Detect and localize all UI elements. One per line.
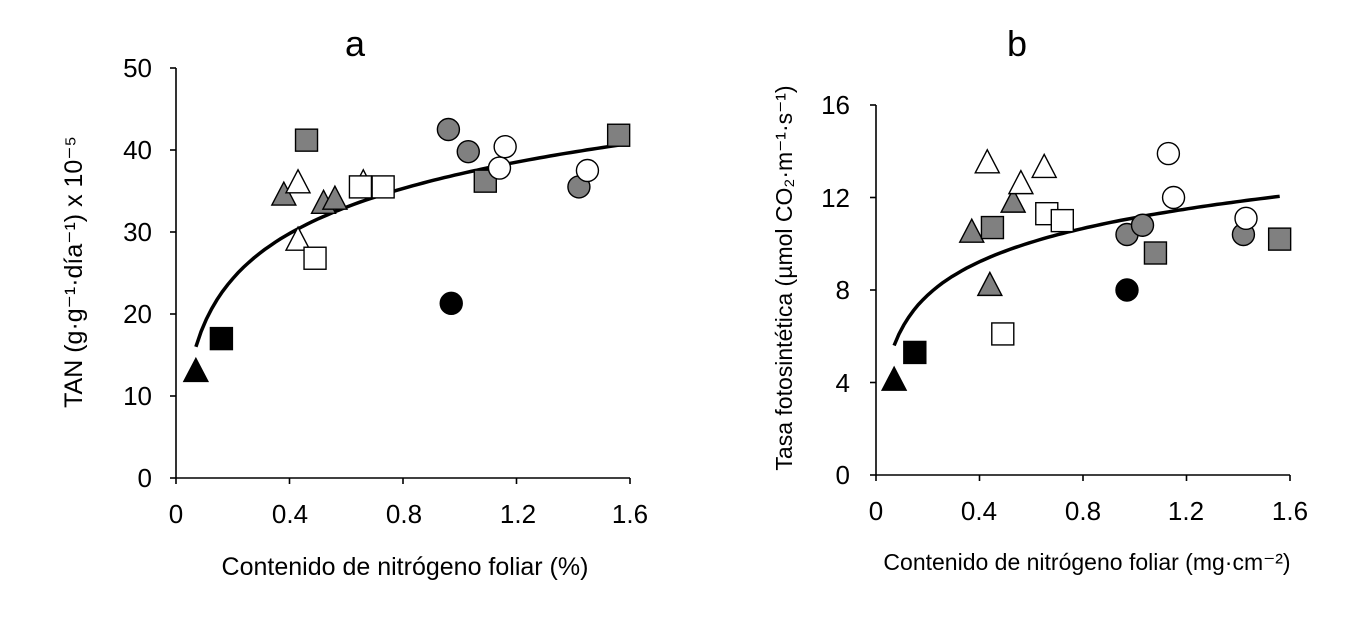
- data-point-triangle: [999, 187, 1027, 213]
- y-tick-label: 50: [123, 53, 152, 83]
- trend-line-b: [892, 194, 1280, 347]
- x-tick-label: 1.6: [1272, 496, 1308, 526]
- x-axis-label-b: Contenido de nitrógeno foliar (mg·cm⁻²): [883, 549, 1290, 575]
- x-tick-label: 0: [169, 499, 183, 529]
- x-tick-label: 0.8: [386, 499, 422, 529]
- data-point-circle: [1161, 185, 1186, 210]
- trend-line-a: [194, 143, 619, 348]
- data-point-circle: [436, 117, 461, 142]
- y-tick-label: 12: [821, 183, 850, 213]
- tick-marks-a: [170, 67, 631, 484]
- data-point-circle: [456, 139, 480, 164]
- data-point-square: [1050, 208, 1075, 233]
- data-point-circle: [1130, 213, 1155, 237]
- y-tick-label: 16: [821, 90, 850, 120]
- data-point-circle: [439, 291, 463, 316]
- data-point-square: [1143, 241, 1168, 265]
- x-tick-label: 0: [869, 496, 883, 526]
- panel-title-b: b: [1007, 23, 1027, 64]
- data-point-square: [303, 246, 327, 270]
- y-tick-label: 40: [123, 135, 152, 165]
- data-point-circle: [493, 135, 517, 159]
- x-tick-label: 1.2: [500, 499, 536, 529]
- data-point-square: [980, 215, 1005, 240]
- chart-panel-a: a 0 10 20 30 40 50 0 0.4 0.8 1.2 1.6 Con…: [60, 23, 648, 581]
- data-point-triangle: [1031, 152, 1058, 179]
- panel-title-a: a: [345, 23, 366, 64]
- y-axis-label-a: TAN (g·g⁻¹·día⁻¹) x 10⁻⁵: [60, 136, 88, 408]
- data-point-triangle: [182, 356, 210, 383]
- x-tick-label: 0.4: [272, 499, 308, 529]
- y-tick-label: 0: [836, 460, 850, 490]
- data-point-triangle: [880, 365, 908, 391]
- data-point-triangle: [958, 217, 985, 243]
- data-point-square: [606, 123, 631, 147]
- data-point-triangle: [270, 180, 297, 206]
- data-points-a: [182, 117, 631, 383]
- data-points-b: [880, 141, 1292, 391]
- x-axis-label-a: Contenido de nitrógeno foliar (%): [222, 553, 589, 581]
- data-point-triangle: [321, 184, 349, 210]
- data-point-triangle: [976, 270, 1004, 297]
- data-point-square: [371, 175, 395, 199]
- y-tick-label: 20: [123, 299, 152, 329]
- data-point-square: [348, 175, 373, 199]
- chart-panel-b: b 0 4 8 12 16 0 0.4 0.8 1.2 1.6 Contenid…: [771, 23, 1308, 575]
- data-point-triangle: [974, 148, 1001, 174]
- data-point-square: [903, 340, 927, 365]
- data-point-circle: [1156, 141, 1181, 166]
- data-point-triangle: [284, 168, 312, 194]
- data-point-square: [991, 322, 1015, 346]
- data-point-square: [1267, 227, 1292, 251]
- y-tick-label: 0: [138, 463, 152, 493]
- data-point-circle: [1115, 278, 1139, 302]
- x-tick-label: 1.6: [612, 499, 648, 529]
- y-tick-label: 4: [836, 368, 850, 398]
- x-tick-label: 0.8: [1065, 496, 1101, 526]
- data-point-triangle: [1007, 169, 1035, 195]
- x-tick-label: 0.4: [961, 496, 997, 526]
- data-point-circle: [487, 156, 512, 180]
- tick-marks-b: [870, 104, 1291, 481]
- y-axis-label-b: Tasa fotosintética (µmol CO₂·m⁻¹·s⁻¹): [771, 85, 797, 470]
- data-point-square: [294, 128, 319, 152]
- y-tick-label: 8: [836, 275, 850, 305]
- data-point-circle: [1234, 206, 1258, 231]
- x-tick-label: 1.2: [1168, 496, 1204, 526]
- data-point-circle: [575, 158, 600, 183]
- y-tick-label: 10: [123, 381, 152, 411]
- data-point-triangle: [284, 225, 312, 251]
- data-point-square: [209, 326, 234, 351]
- y-tick-label: 30: [123, 217, 152, 247]
